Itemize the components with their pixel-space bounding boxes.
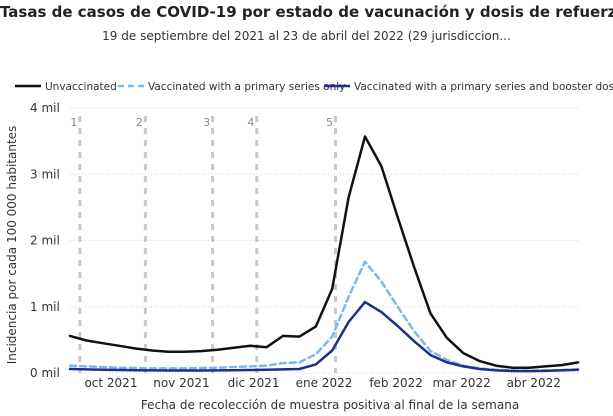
x-axis-label: Fecha de recolección de muestra positiva… (141, 398, 519, 412)
x-tick-label: ene 2022 (296, 376, 353, 390)
series-line-1 (68, 135, 580, 369)
event-marker-label: 2 (136, 116, 143, 129)
legend: Unvaccinated Vaccinated with a primary se… (15, 81, 613, 93)
y-axis: 0 mil 1 mil 2 mil 3 mil 4 mil (30, 101, 60, 380)
legend-label: Vaccinated with a primary series only (148, 81, 345, 93)
chart-title: Tasas de casos de COVID-19 por estado de… (0, 3, 613, 21)
x-tick-label: abr 2022 (507, 376, 561, 390)
event-markers: 1 2 3 4 5 (70, 116, 337, 373)
legend-label: Unvaccinated (45, 81, 117, 93)
x-tick-label: dic 2021 (228, 376, 280, 390)
series-lines (68, 135, 580, 373)
y-axis-label: Incidencia por cada 100 000 habitantes (5, 126, 19, 365)
event-marker-label: 1 (70, 116, 77, 129)
chart-subtitle: 19 de septiembre del 2021 al 23 de abril… (102, 29, 511, 43)
y-tick-label: 3 mil (30, 167, 60, 181)
event-marker-label: 5 (326, 116, 333, 129)
series-line-2 (68, 260, 580, 372)
event-marker-label: 3 (203, 116, 210, 129)
event-marker-label: 4 (247, 116, 254, 129)
legend-label: Vaccinated with a primary series and boo… (354, 81, 613, 93)
x-tick-label: nov 2021 (153, 376, 209, 390)
y-tick-label: 2 mil (30, 234, 60, 248)
gridlines (70, 107, 578, 374)
y-tick-label: 4 mil (30, 101, 60, 115)
x-tick-label: mar 2022 (432, 376, 490, 390)
x-axis: oct 2021 nov 2021 dic 2021 ene 2022 feb 2022… (84, 376, 560, 390)
x-tick-label: oct 2021 (84, 376, 137, 390)
y-tick-label: 0 mil (30, 366, 60, 380)
x-tick-label: feb 2022 (369, 376, 423, 390)
series-line-3 (68, 300, 580, 373)
y-tick-label: 1 mil (30, 300, 60, 314)
